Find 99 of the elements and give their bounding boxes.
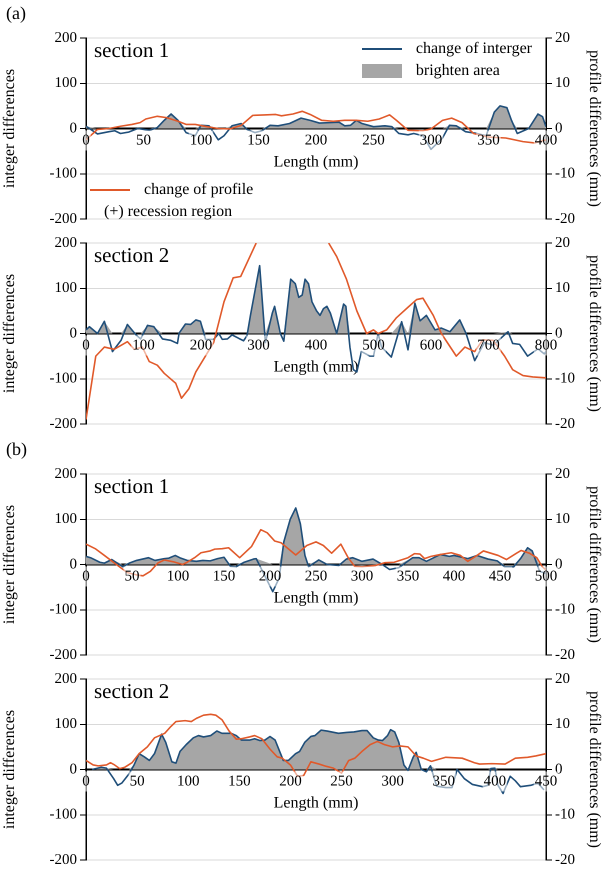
y-tick-label: 0 [70, 325, 77, 342]
x-tick-label: 700 [477, 337, 500, 354]
legend-label: brighten area [416, 62, 500, 80]
y-tick-label: 200 [54, 234, 77, 251]
y-tick-label: -100 [50, 602, 77, 618]
y-tick-label: -200 [50, 646, 77, 663]
y-tick-label: 100 [54, 280, 77, 296]
x-tick-label: 50 [124, 568, 140, 584]
x-tick-label: 50 [130, 773, 145, 790]
y-tick-label: -200 [50, 852, 77, 868]
x-tick-label: 450 [488, 568, 512, 584]
text: (b) [5, 438, 28, 461]
y-axis-title: integer differences [0, 68, 18, 188]
y-tick-label: 200 [54, 30, 77, 46]
x-tick-label: 300 [350, 568, 374, 584]
x-tick-label: 0 [82, 568, 90, 584]
y-tick-label: 0 [70, 761, 77, 778]
y2-axis-title: profile differences (mm) [586, 486, 604, 643]
x-tick-label: 800 [534, 337, 558, 354]
y-tick-label: -100 [50, 370, 77, 387]
annotation: (+) recession region [103, 202, 234, 222]
y2-tick-label: 20 [555, 234, 570, 251]
y2-tick-label: -10 [555, 370, 575, 387]
y2-tick-label: -20 [555, 852, 575, 868]
x-axis-title: Length (mm) [274, 794, 358, 812]
y2-tick-label: -20 [555, 646, 575, 663]
y2-axis-title: profile differences (mm) [586, 50, 604, 207]
x-tick-label: 0 [82, 773, 90, 790]
x-tick-label: 250 [304, 568, 328, 584]
y2-tick-label: 0 [555, 761, 562, 778]
y2-tick-label: 20 [555, 30, 570, 46]
x-tick-label: 200 [190, 337, 212, 354]
y-axis-title: integer differences [0, 710, 18, 830]
y-tick-label: -200 [50, 210, 77, 227]
x-tick-label: 350 [432, 773, 456, 790]
y2-tick-label: 0 [555, 325, 562, 342]
x-tick-label: 400 [442, 568, 466, 584]
y-tick-label: 200 [54, 670, 77, 687]
y-tick-label: 0 [70, 556, 77, 572]
x-tick-label: 400 [484, 773, 506, 790]
x-tick-label: 100 [132, 337, 155, 354]
y2-tick-label: -10 [555, 166, 575, 182]
x-tick-label: 200 [279, 773, 302, 790]
x-tick-label: 200 [304, 132, 328, 148]
y2-tick-label: 10 [555, 716, 570, 732]
x-tick-label: 250 [330, 773, 353, 790]
x-tick-label: 300 [420, 132, 442, 148]
x-axis-title: Length (mm) [274, 589, 358, 606]
legend-label: change of profile [144, 181, 254, 199]
y-tick-label: -200 [50, 416, 77, 432]
x-tick-label: 300 [381, 773, 404, 790]
y-tick-label: 100 [54, 75, 77, 92]
y2-tick-label: 0 [555, 556, 562, 572]
x-tick-label: 50 [136, 132, 151, 148]
x-tick-label: 250 [362, 132, 385, 148]
x-tick-label: 100 [166, 568, 190, 584]
y2-tick-label: -10 [555, 806, 575, 823]
x-tick-label: 150 [228, 773, 251, 790]
chart-title: section 2 [94, 243, 170, 268]
x-tick-label: 500 [362, 337, 385, 354]
y2-tick-label: 10 [555, 511, 570, 528]
y2-tick-label: -10 [555, 602, 575, 618]
x-tick-label: 100 [176, 773, 200, 790]
x-tick-label: 0 [82, 337, 90, 354]
y2-tick-label: 10 [555, 280, 570, 296]
chart-title: section 1 [94, 38, 170, 63]
legend-label: change of interger [416, 40, 532, 58]
y-tick-label: 100 [54, 716, 77, 732]
y2-tick-label: 20 [555, 466, 570, 482]
x-tick-label: 300 [247, 337, 270, 354]
y-tick-label: 0 [70, 120, 77, 136]
x-tick-label: 400 [534, 132, 558, 148]
x-tick-label: 450 [534, 773, 558, 790]
x-tick-label: 600 [420, 337, 442, 354]
y2-tick-label: 0 [555, 120, 562, 136]
x-tick-label: 350 [396, 568, 420, 584]
y2-tick-label: -20 [555, 416, 575, 432]
x-tick-label: 150 [212, 568, 236, 584]
y-axis-title: integer differences [0, 274, 18, 394]
x-tick-label: 200 [258, 568, 282, 584]
x-tick-label: 400 [304, 337, 328, 354]
x-axis-title: Length (mm) [274, 153, 358, 170]
y-tick-label: 100 [54, 511, 77, 528]
y2-tick-label: 10 [555, 75, 570, 92]
y2-axis-title: profile differences (mm) [586, 691, 604, 848]
y-tick-label: -100 [50, 166, 77, 182]
y2-axis-title: profile differences (mm) [586, 255, 604, 412]
y-tick-label: -100 [50, 806, 77, 823]
y-axis-title: integer differences [0, 504, 18, 624]
x-tick-label: 150 [247, 132, 270, 148]
y-tick-label: 200 [54, 466, 77, 482]
x-tick-label: 350 [477, 132, 500, 148]
y2-tick-label: 20 [555, 670, 570, 687]
text: (a) [5, 2, 27, 25]
x-tick-label: 100 [190, 132, 212, 148]
y2-tick-label: -20 [555, 210, 575, 227]
chart-title: section 2 [94, 679, 170, 704]
chart-title: section 1 [94, 474, 170, 499]
x-tick-label: 500 [534, 568, 558, 584]
